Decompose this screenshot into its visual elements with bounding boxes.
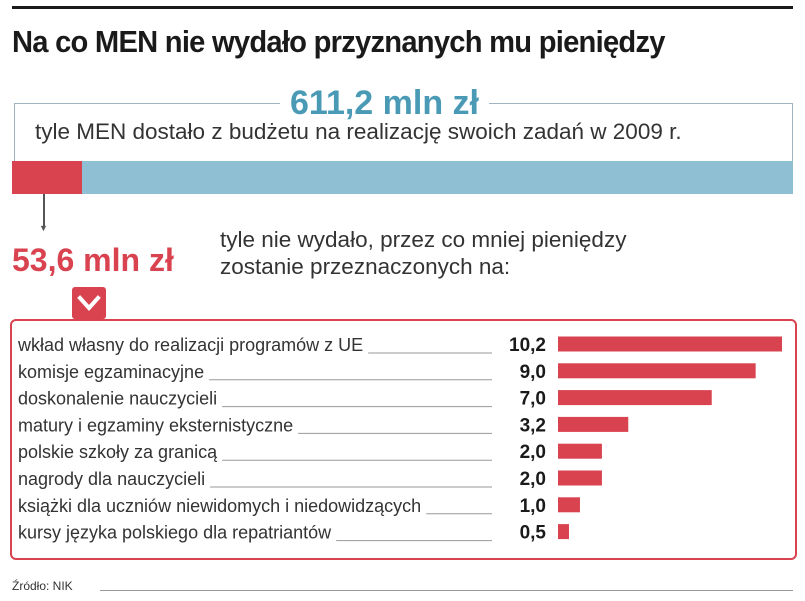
source-rule — [100, 590, 793, 591]
unused-caption: tyle nie wydało, przez co mniej pieniędz… — [220, 227, 627, 279]
category-label: nagrody dla nauczycieli — [18, 469, 205, 489]
value-label: 1,0 — [520, 496, 546, 517]
budget-amount: 611,2 mln zł — [280, 84, 489, 123]
allocation-list-frame — [10, 319, 797, 560]
budget-total-bar — [12, 161, 793, 194]
category-label: wkład własny do realizacji programów z U… — [17, 335, 363, 355]
page-title: Na co MEN nie wydało przyznanych mu pien… — [12, 24, 665, 59]
source-note: Źródło: NIK — [12, 579, 73, 593]
bar — [558, 363, 756, 379]
category-label: kursy języka polskiego dla repatriantów — [18, 523, 332, 543]
value-label: 2,0 — [520, 469, 546, 490]
value-label: 9,0 — [520, 362, 546, 383]
bar — [558, 390, 712, 406]
category-label: doskonalenie nauczycieli — [18, 389, 217, 409]
top-rule — [12, 6, 793, 9]
bar — [558, 336, 782, 352]
unused-amount: 53,6 mln zł — [12, 242, 174, 278]
budget-unused-bar — [12, 161, 82, 194]
bar — [558, 416, 629, 432]
category-label: matury i egzaminy eksternistyczne — [18, 415, 293, 435]
category-label: książki dla uczniów niewidomych i niedow… — [18, 496, 421, 516]
bar — [558, 524, 569, 540]
bar — [558, 470, 602, 486]
arrow-down-line — [43, 194, 45, 226]
category-label: komisje egzaminacyjne — [18, 362, 204, 382]
value-label: 7,0 — [520, 389, 546, 410]
value-label: 2,0 — [520, 442, 546, 463]
value-label: 0,5 — [520, 523, 547, 544]
chevron-down-icon — [72, 287, 106, 319]
category-label: polskie szkoły za granicą — [18, 442, 218, 462]
bar — [558, 443, 602, 459]
bar — [558, 497, 580, 513]
arrow-down-icon: ▼ — [39, 223, 48, 233]
value-label: 3,2 — [520, 415, 546, 436]
budget-caption: tyle MEN dostało z budżetu na realizację… — [35, 119, 682, 144]
value-label: 10,2 — [509, 335, 546, 356]
